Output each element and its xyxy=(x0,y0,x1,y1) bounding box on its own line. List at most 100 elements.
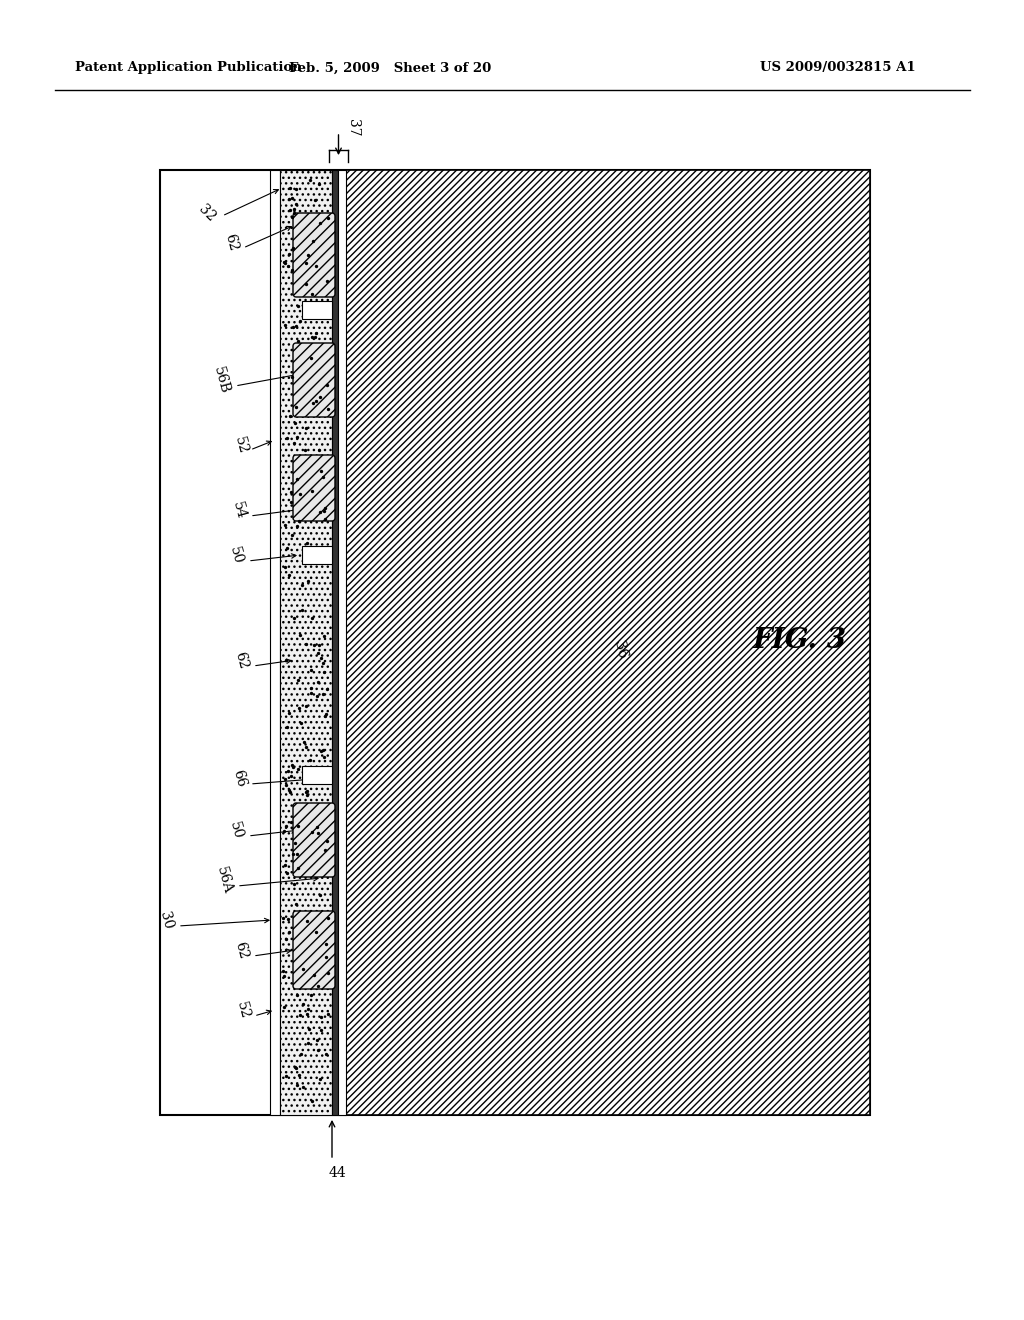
Point xyxy=(284,259,300,280)
Point xyxy=(286,433,302,454)
Point xyxy=(303,764,319,785)
Text: 54: 54 xyxy=(230,500,248,520)
Point xyxy=(306,965,323,986)
Point xyxy=(308,685,325,706)
Point xyxy=(294,576,310,597)
Point xyxy=(298,780,314,801)
Point xyxy=(294,599,310,620)
Point xyxy=(290,857,306,878)
Point xyxy=(313,1020,330,1041)
FancyBboxPatch shape xyxy=(293,803,335,876)
Point xyxy=(304,480,321,502)
Point xyxy=(290,296,306,317)
Point xyxy=(297,440,313,461)
Point xyxy=(315,652,332,673)
Point xyxy=(284,482,300,503)
Point xyxy=(287,198,303,219)
Point xyxy=(295,1077,311,1098)
Point xyxy=(286,873,302,894)
Text: 62: 62 xyxy=(232,649,250,671)
Point xyxy=(293,713,309,734)
Bar xyxy=(346,170,870,1115)
Bar xyxy=(280,170,332,1115)
Point xyxy=(291,1064,307,1085)
Point xyxy=(279,816,295,837)
Point xyxy=(319,908,336,929)
Point xyxy=(311,884,328,906)
Point xyxy=(299,532,315,553)
Point xyxy=(314,739,331,760)
Point xyxy=(290,758,306,779)
Point xyxy=(316,624,333,645)
Point xyxy=(319,830,336,851)
Point xyxy=(315,500,332,521)
Point xyxy=(314,684,331,705)
Point xyxy=(321,962,337,983)
Point xyxy=(281,779,297,800)
Point xyxy=(300,244,316,265)
Point xyxy=(311,173,328,194)
Point xyxy=(298,417,314,438)
Point xyxy=(296,731,312,752)
Point xyxy=(278,649,294,671)
Point xyxy=(288,315,304,337)
Point xyxy=(304,231,321,252)
Point xyxy=(319,678,336,700)
Point xyxy=(279,537,295,558)
Point xyxy=(306,772,323,793)
Point xyxy=(312,647,329,668)
Point xyxy=(302,169,318,190)
Point xyxy=(306,189,323,210)
Point xyxy=(306,635,323,656)
Point xyxy=(286,843,302,865)
Point xyxy=(289,1074,305,1096)
Point xyxy=(289,469,305,490)
Point xyxy=(307,326,324,347)
Point xyxy=(316,661,333,682)
Point xyxy=(282,565,298,586)
Point xyxy=(279,426,295,447)
Point xyxy=(298,252,314,273)
Point xyxy=(276,854,293,875)
Point xyxy=(285,238,301,259)
Point xyxy=(284,187,300,209)
Point xyxy=(282,781,298,803)
Point xyxy=(313,1006,330,1027)
Point xyxy=(289,426,305,447)
Point xyxy=(295,772,311,793)
Point xyxy=(304,607,321,628)
Point xyxy=(275,908,292,929)
Point xyxy=(288,180,304,201)
FancyBboxPatch shape xyxy=(293,911,335,989)
Point xyxy=(280,760,296,781)
Point xyxy=(316,508,333,529)
Point xyxy=(276,821,293,842)
Point xyxy=(286,607,302,628)
Point xyxy=(291,511,307,532)
Text: FIG. 3: FIG. 3 xyxy=(753,627,847,653)
Point xyxy=(276,515,293,536)
Point xyxy=(275,965,292,986)
Point xyxy=(283,199,299,220)
Point xyxy=(286,317,302,338)
Text: 52: 52 xyxy=(233,999,252,1020)
Point xyxy=(276,997,293,1018)
Point xyxy=(300,998,316,1019)
Point xyxy=(288,1057,304,1078)
Point xyxy=(304,284,321,305)
Text: 30: 30 xyxy=(157,909,175,931)
Point xyxy=(302,660,318,681)
Point xyxy=(290,816,306,837)
Point xyxy=(319,1003,336,1024)
Bar xyxy=(332,170,338,1115)
Text: 62: 62 xyxy=(222,232,240,252)
Point xyxy=(292,1005,308,1026)
Point xyxy=(318,946,335,968)
Text: Feb. 5, 2009   Sheet 3 of 20: Feb. 5, 2009 Sheet 3 of 20 xyxy=(289,62,492,74)
Point xyxy=(285,756,301,777)
Point xyxy=(318,271,335,292)
Point xyxy=(276,768,293,789)
Point xyxy=(318,704,335,725)
Point xyxy=(311,1068,328,1089)
Bar xyxy=(302,546,332,564)
